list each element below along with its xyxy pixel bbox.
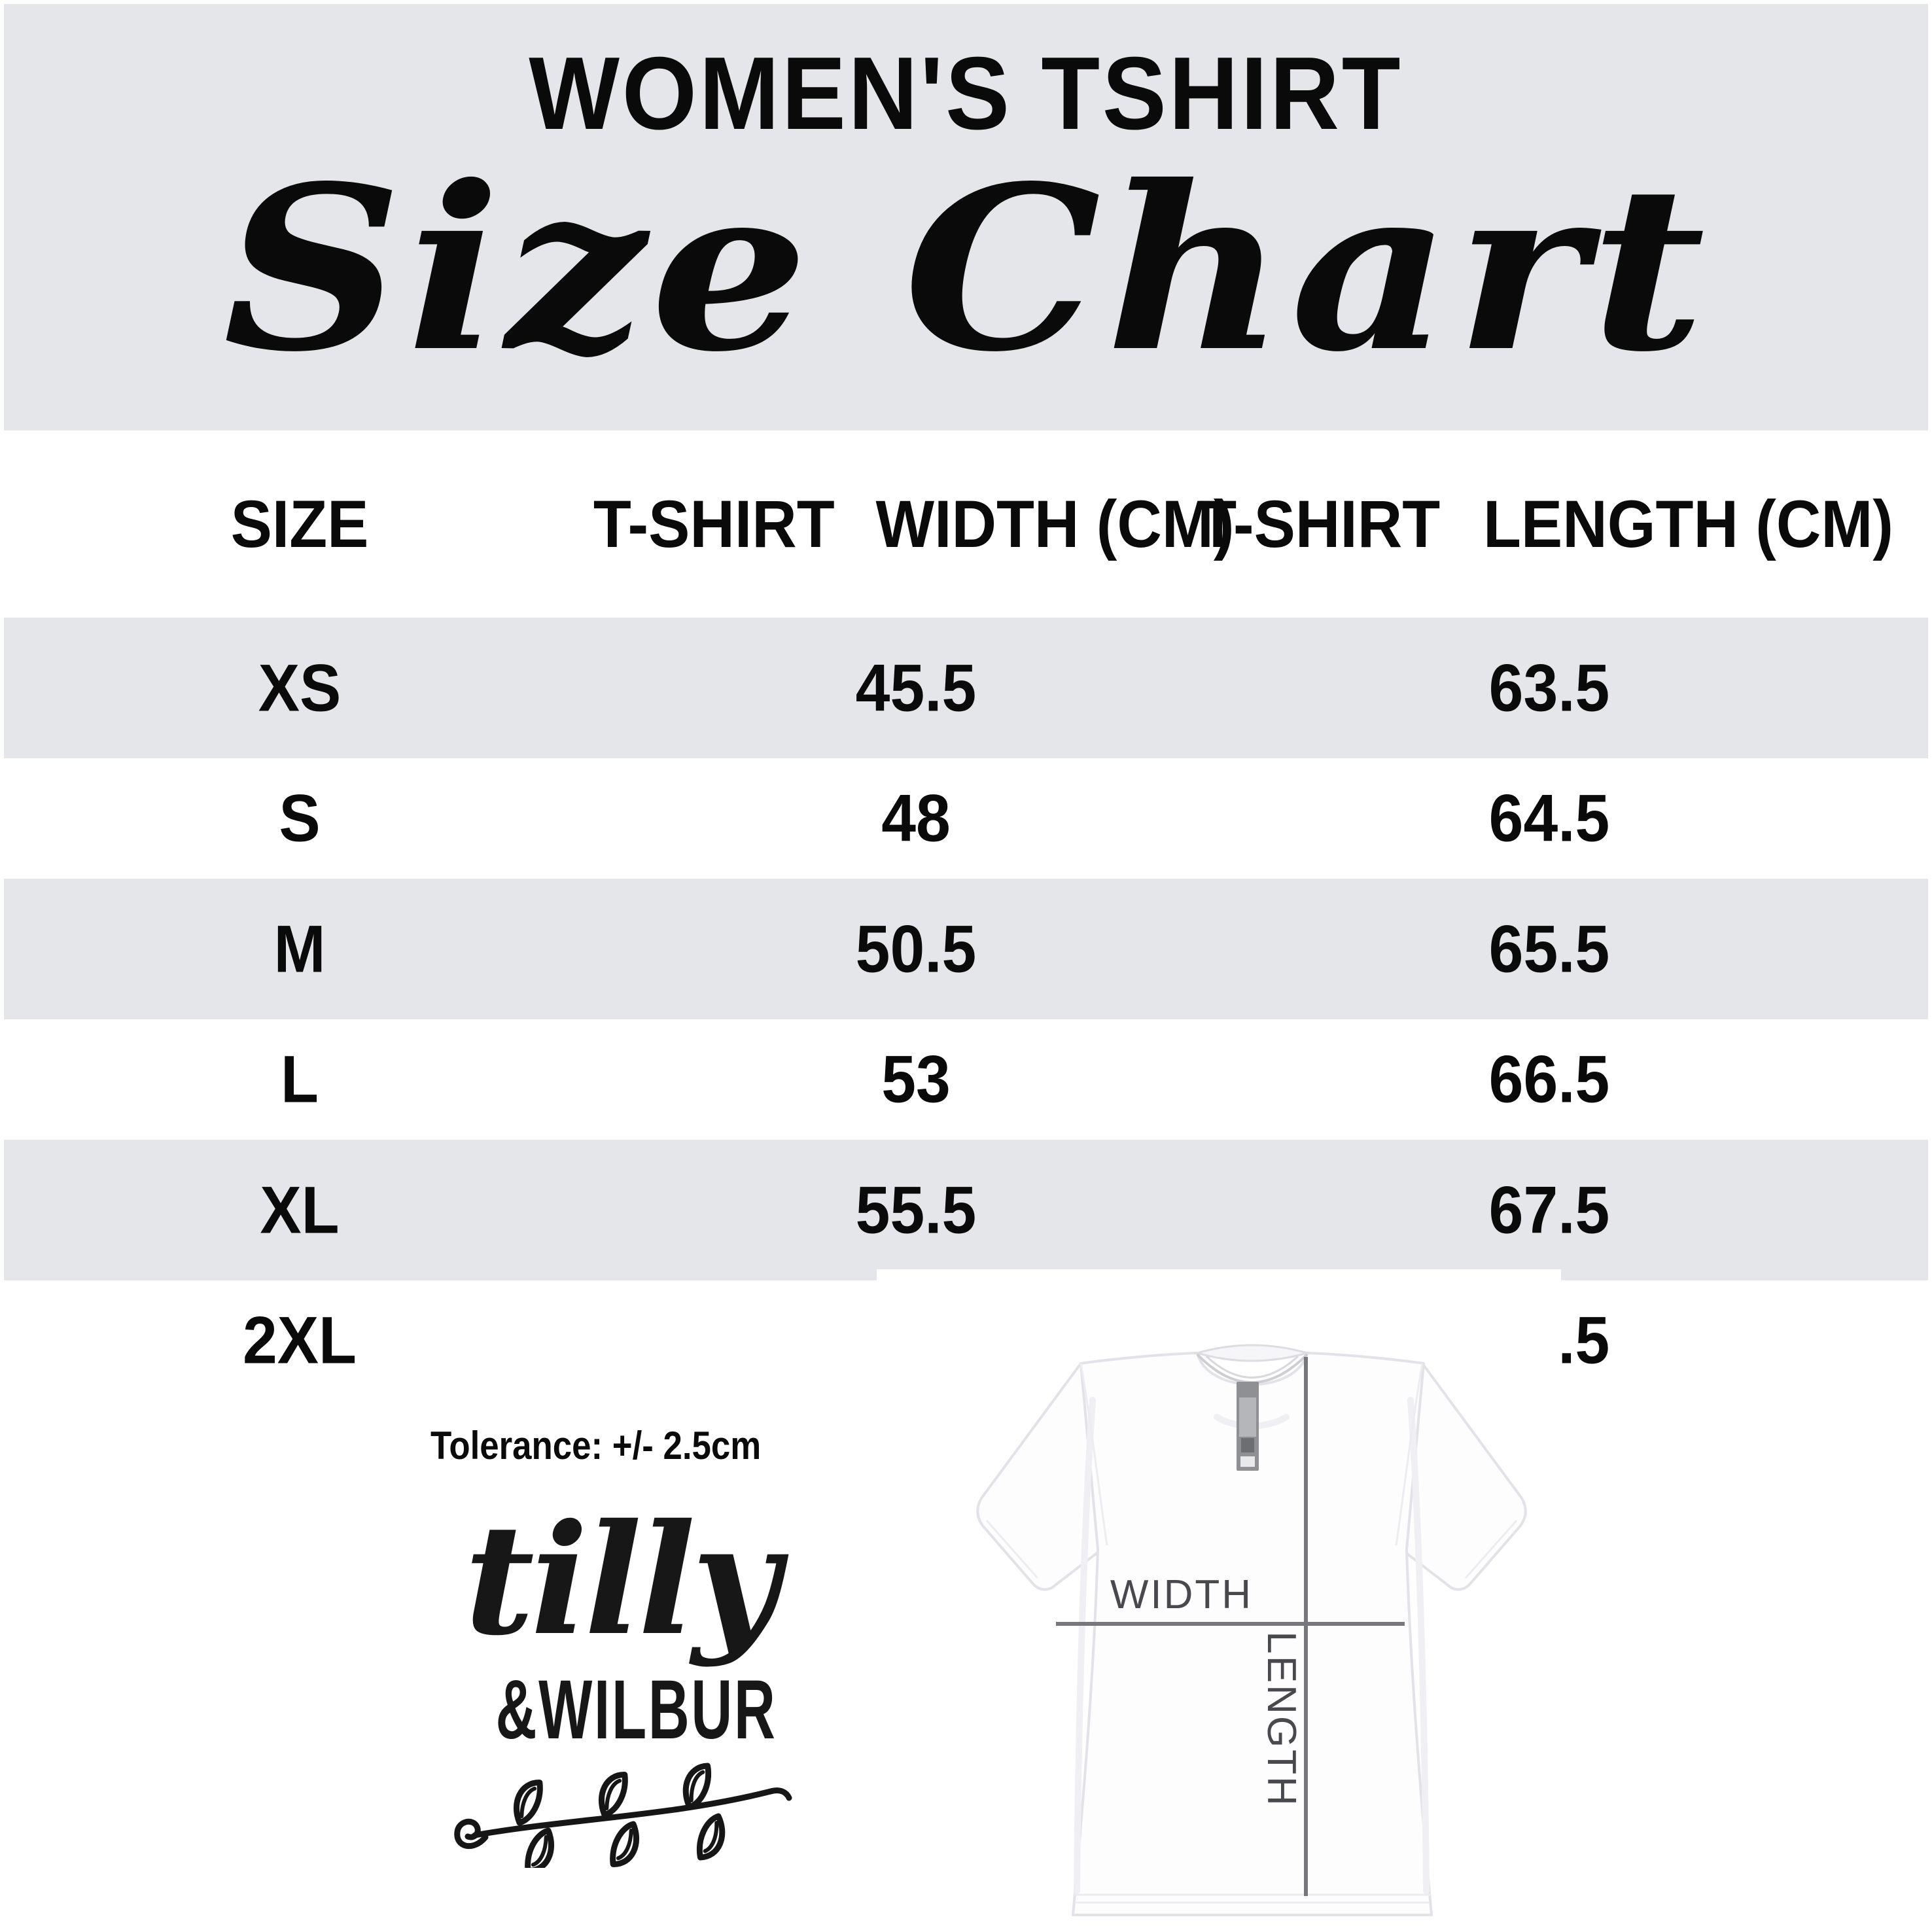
width-value: 55.5 xyxy=(851,1172,981,1248)
page-title: WOMEN'S TSHIRT xyxy=(0,42,1932,145)
table-header-row: SIZE T-SHIRT WIDTH (CM) T-SHIRT LENGTH (… xyxy=(0,430,1932,618)
neck-tag-icon xyxy=(1237,1382,1259,1471)
length-text: 64.5 xyxy=(1488,781,1610,856)
header-band xyxy=(4,4,1928,430)
length-text: 67.5 xyxy=(1488,1172,1610,1247)
brand-logo: tilly &WILBUR xyxy=(437,1490,803,1874)
size-text: L xyxy=(280,1042,319,1117)
brand-logo-caps-text: &WILBUR xyxy=(495,1663,777,1757)
length-value: 63.5 xyxy=(1484,650,1615,726)
size-value: XS xyxy=(255,650,344,726)
column-header-width: T-SHIRT WIDTH (CM) xyxy=(584,484,1248,564)
size-value: S xyxy=(277,781,322,857)
length-value: 66.5 xyxy=(1484,1042,1615,1118)
tshirt-image: WIDTH LENGTH xyxy=(976,1344,1527,1916)
length-value: 67.5 xyxy=(1484,1172,1615,1248)
tshirt-measurement-diagram: WIDTH LENGTH xyxy=(877,1269,1561,1932)
width-text: 50.5 xyxy=(855,911,977,986)
width-text: 48 xyxy=(881,781,951,856)
page-subtitle-script: Size Chart xyxy=(0,139,1932,400)
length-text: 63.5 xyxy=(1488,650,1610,725)
width-value: 48 xyxy=(879,781,953,857)
table-row: M 50.5 65.5 xyxy=(0,879,1932,1019)
column-header-width-line2: WIDTH (CM) xyxy=(875,487,1235,561)
tolerance-note: Tolerance: +/- 2.5cm xyxy=(430,1424,762,1467)
size-text: XL xyxy=(260,1172,340,1247)
width-value: 53 xyxy=(879,1042,953,1118)
table-row: XS 45.5 63.5 xyxy=(0,618,1932,758)
width-value: 50.5 xyxy=(851,911,981,987)
row-background-m xyxy=(4,879,1928,1019)
length-value: 64.5 xyxy=(1484,781,1615,857)
table-row: L 53 66.5 xyxy=(0,1019,1932,1140)
size-value: M xyxy=(272,911,327,987)
page-title-text: WOMEN'S TSHIRT xyxy=(529,36,1403,151)
width-text: 55.5 xyxy=(855,1172,977,1247)
length-text: 66.5 xyxy=(1488,1042,1610,1117)
size-value: L xyxy=(279,1042,320,1118)
size-text: M xyxy=(273,911,326,986)
size-text: XS xyxy=(258,650,341,725)
row-background-xl xyxy=(4,1140,1928,1280)
column-header-length: T-SHIRT LENGTH (CM) xyxy=(1190,484,1909,564)
column-header-length-line2: LENGTH (CM) xyxy=(1483,487,1894,561)
row-background-xs xyxy=(4,618,1928,758)
size-text: S xyxy=(279,781,321,856)
width-text: 53 xyxy=(881,1042,951,1117)
brand-logo-script-text: tilly xyxy=(464,1490,780,1669)
column-header-length-line1: T-SHIRT xyxy=(1199,487,1441,561)
column-header-size: SIZE xyxy=(225,484,374,564)
measurement-lines xyxy=(1056,1357,1405,1896)
size-text: 2XL xyxy=(242,1303,357,1378)
width-value: 45.5 xyxy=(851,650,981,726)
length-text: 65.5 xyxy=(1488,911,1610,986)
table-row: XL 55.5 67.5 xyxy=(0,1140,1932,1280)
column-header-width-line1: T-SHIRT xyxy=(593,487,835,561)
page-subtitle-text: Size Chart xyxy=(222,137,1710,402)
width-line-label: WIDTH xyxy=(1110,1572,1253,1617)
length-value: 65.5 xyxy=(1484,911,1615,987)
leaf-branch-icon xyxy=(437,1753,803,1874)
table-row: S 48 64.5 xyxy=(0,758,1932,879)
length-line-label: LENGTH xyxy=(1259,1631,1304,1807)
column-header-size-line1: SIZE xyxy=(230,487,369,561)
size-value: 2XL xyxy=(238,1303,360,1379)
size-value: XL xyxy=(257,1172,342,1248)
width-text: 45.5 xyxy=(855,650,977,725)
